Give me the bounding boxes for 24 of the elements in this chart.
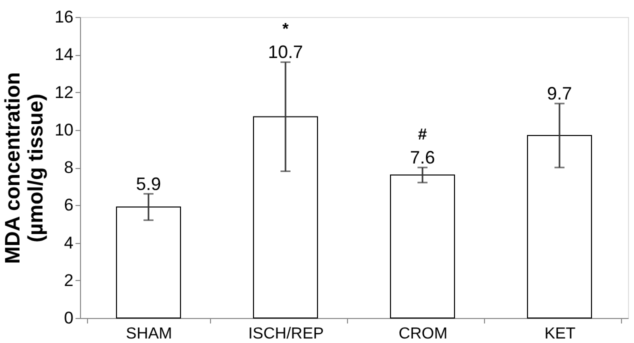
data-label: 5.9	[136, 174, 162, 194]
y-axis-title: MDA concentration (µmol/g tissue)	[2, 72, 48, 264]
y-tick-label: 2	[64, 270, 74, 290]
x-tick-label: KET	[544, 326, 576, 342]
data-label: 10.7	[268, 42, 304, 62]
annotation: #	[418, 126, 428, 144]
data-label: 7.6	[410, 148, 436, 168]
data-label: 9.7	[546, 84, 572, 104]
bar	[390, 174, 455, 318]
bar	[253, 116, 318, 318]
y-tick-label: 6	[64, 196, 74, 215]
bar	[527, 135, 592, 318]
x-tick-label: SHAM	[126, 326, 172, 342]
x-tick-label: ISCH/REP	[248, 326, 324, 342]
y-tick-label: 14	[54, 45, 74, 64]
annotation: *	[282, 21, 290, 38]
y-tick-label: 16	[54, 8, 74, 26]
x-tick-label: CROM	[398, 326, 448, 342]
y-tick-label: 0	[64, 308, 74, 328]
y-tick-label: 12	[54, 82, 74, 102]
bar	[116, 206, 181, 318]
y-tick-label: 10	[54, 120, 74, 140]
y-tick-label: 4	[64, 233, 74, 252]
y-tick-label: 8	[64, 158, 74, 177]
